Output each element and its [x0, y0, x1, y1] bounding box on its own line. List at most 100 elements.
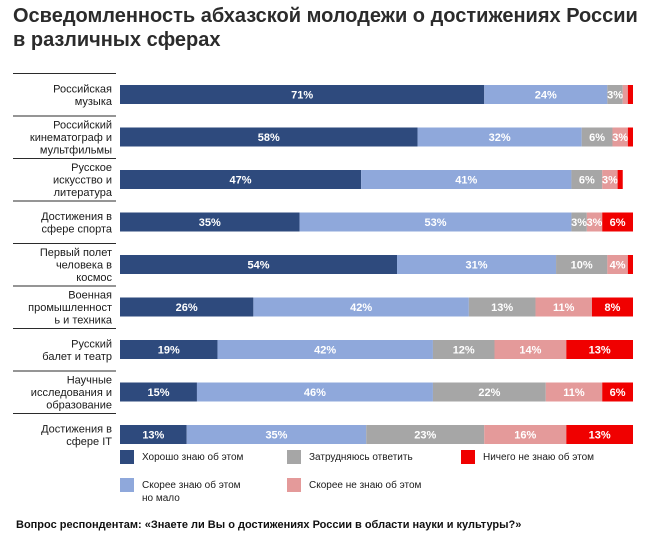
data-label: 3%	[607, 90, 623, 102]
data-label: 6%	[610, 217, 626, 229]
data-label: 11%	[553, 302, 575, 314]
data-label: 13%	[142, 430, 164, 442]
bar-segment	[622, 85, 628, 104]
bar-segment	[591, 297, 633, 317]
bar-segment	[397, 255, 557, 274]
bar-segment	[186, 425, 367, 444]
data-label: 3%	[602, 175, 618, 187]
chart-title: Осведомленность абхазской молодежи о дос…	[13, 5, 638, 51]
bar-segment	[571, 212, 587, 232]
bar-segment	[607, 255, 628, 274]
data-label: 16%	[514, 430, 536, 442]
bar-segment	[627, 127, 633, 147]
bar-segment	[120, 297, 254, 317]
data-label: 24%	[535, 90, 557, 102]
legend-swatch	[461, 450, 475, 464]
stacked-bar-chart: Российская музыка 71% 24% 3% Российский кинема…	[13, 73, 633, 504]
data-label: 53%	[424, 217, 446, 229]
category-label: Российский кинематограф и мультфильмы	[30, 120, 112, 157]
legend-swatch	[287, 450, 301, 464]
data-label: 6%	[610, 387, 626, 399]
bar-segment	[432, 382, 546, 402]
legend-swatch	[120, 478, 134, 492]
bar-segment	[602, 170, 618, 189]
data-label: 71%	[291, 90, 313, 102]
bar-segment	[586, 212, 603, 232]
data-label: 41%	[455, 175, 477, 187]
bar-segment	[617, 170, 623, 189]
legend-swatch	[287, 478, 301, 492]
bar-segment	[494, 340, 567, 359]
data-label: 6%	[589, 132, 605, 144]
bar-segment	[602, 382, 633, 402]
bar-segment	[366, 425, 485, 444]
data-label: 47%	[230, 175, 252, 187]
data-label: 13%	[589, 430, 611, 442]
bar-segment	[120, 255, 398, 274]
bar-segment	[299, 212, 572, 232]
bar-segment	[602, 212, 633, 232]
data-label: 31%	[466, 260, 488, 272]
category-label: Достижения в сфере IT	[41, 423, 112, 448]
bar-segment	[120, 340, 218, 359]
data-label: 4%	[610, 260, 626, 272]
data-label: 26%	[176, 302, 198, 314]
category-label: Научные исследования и образование	[31, 375, 112, 412]
category-label: Достижения в сфере спорта	[41, 211, 113, 236]
bar-segment	[120, 212, 300, 232]
bar-segment	[196, 382, 433, 402]
bar-segment	[566, 340, 633, 359]
data-label: 12%	[453, 345, 475, 357]
data-label: 23%	[414, 430, 436, 442]
data-label: 42%	[350, 302, 372, 314]
data-label: 15%	[147, 387, 169, 399]
category-label: Первый полет человека в космос	[40, 247, 113, 284]
bar-segment	[120, 382, 197, 402]
legend-label: Хорошо знаю об этом	[142, 451, 244, 463]
bar-segment	[468, 297, 536, 317]
data-label: 8%	[605, 302, 621, 314]
data-label: 3%	[587, 217, 603, 229]
bar-segment	[535, 297, 592, 317]
bar-segment	[361, 170, 572, 189]
category-label: Российская музыка	[53, 83, 113, 108]
bar-segment	[566, 425, 633, 444]
bar-segment	[484, 85, 608, 104]
bar-segment	[120, 425, 187, 444]
data-label: 35%	[199, 217, 221, 229]
bar-segment	[417, 127, 582, 147]
bar-segment	[556, 255, 608, 274]
data-label: 32%	[489, 132, 511, 144]
data-label: 13%	[589, 345, 611, 357]
bar-segment	[612, 127, 628, 147]
bar-segment	[484, 425, 567, 444]
data-label: 3%	[612, 132, 628, 144]
data-label: 13%	[491, 302, 513, 314]
data-label: 42%	[314, 345, 336, 357]
category-label: Русское искусство и литература	[53, 162, 113, 199]
data-label: 35%	[265, 430, 287, 442]
data-label: 22%	[478, 387, 500, 399]
bar-segment	[607, 85, 623, 104]
bar-segment	[581, 127, 613, 147]
bar-segment	[120, 85, 485, 104]
legend-swatch	[120, 450, 134, 464]
bar-segment	[120, 170, 362, 189]
survey-question: Вопрос респондентам: «Знаете ли Вы о дос…	[16, 519, 522, 531]
bar-segment	[217, 340, 433, 359]
bar-segment	[253, 297, 469, 317]
data-label: 10%	[571, 260, 593, 272]
legend-label: Затрудняюсь ответить	[309, 452, 413, 463]
data-label: 3%	[571, 217, 587, 229]
legend-label: Ничего не знаю об этом	[483, 451, 594, 463]
category-label: Военная промышленност ь и техника	[28, 290, 113, 327]
bar-segment	[627, 85, 633, 104]
data-label: 19%	[158, 345, 180, 357]
category-label: Русский балет и театр	[42, 338, 112, 363]
data-label: 54%	[247, 260, 269, 272]
bar-segment	[432, 340, 495, 359]
data-label: 14%	[519, 345, 541, 357]
data-label: 6%	[579, 175, 595, 187]
bar-segment	[627, 255, 633, 274]
data-label: 11%	[563, 387, 585, 399]
